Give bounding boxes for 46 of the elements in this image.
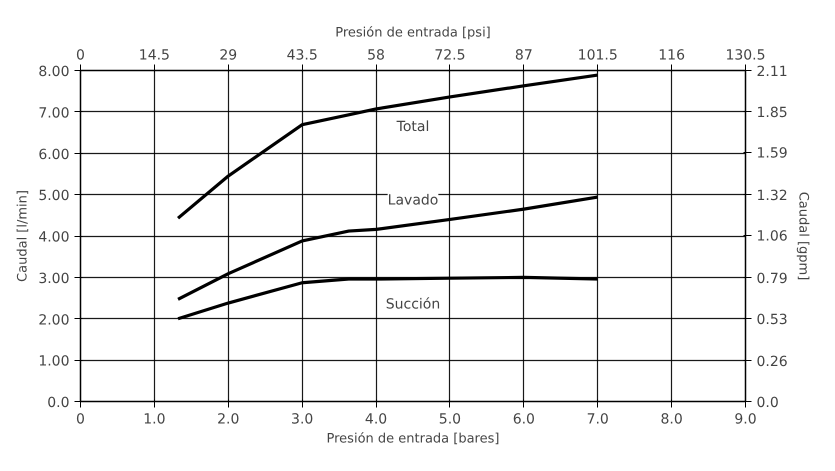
x2-tick-label: 87 <box>514 48 533 64</box>
x2-tick-label: 29 <box>219 48 238 64</box>
line-series <box>176 276 600 320</box>
y-tick-label: 5.00 <box>38 188 70 204</box>
y2-tick-label: 2.11 <box>756 64 788 80</box>
y2-tick-label: 0.79 <box>756 271 788 288</box>
y2-tick-label: 0.26 <box>756 354 788 370</box>
x2-tick-label: 0 <box>76 48 85 64</box>
x-axis-title: Presión de entrada [bares] <box>326 432 500 446</box>
series-label: Succión <box>386 296 440 313</box>
y-tick-label: 6.00 <box>38 146 70 163</box>
y-axis-title: Caudal [l/min] <box>15 190 30 282</box>
x2-tick-label: 58 <box>367 48 385 64</box>
x-tick-label: 4.0 <box>364 412 388 428</box>
y-tick-label: 4.00 <box>38 230 70 246</box>
y2-tick-label: 1.59 <box>756 146 788 162</box>
x-tick-label: 3.0 <box>291 412 314 428</box>
y2-tick-label: 1.06 <box>756 228 788 245</box>
x2-tick-label: 116 <box>658 48 686 64</box>
series-label: Total <box>396 118 430 135</box>
x-tick-label: 9.0 <box>734 412 757 428</box>
x-tick-label: 5.0 <box>438 412 462 428</box>
x2-tick-label: 43.5 <box>286 48 318 64</box>
x2-tick-label: 101.5 <box>578 48 618 64</box>
y2-tick-label: 0.0 <box>756 395 779 411</box>
x-tick-label: 0 <box>76 412 85 428</box>
y2-tick-label: 1.85 <box>756 104 788 121</box>
x-tick-label: 6.0 <box>512 412 535 428</box>
x2-tick-label: 72.5 <box>434 48 466 64</box>
y-tick-label: 2.00 <box>38 312 70 328</box>
x-tick-label: 1.0 <box>143 412 166 428</box>
y-tick-label: 1.00 <box>38 354 70 370</box>
y2-tick-label: 0.53 <box>756 312 788 328</box>
y-tick-label: 8.00 <box>38 64 70 80</box>
x-tick-label: 7.0 <box>586 412 609 428</box>
y2-tick-label: 1.32 <box>756 188 788 204</box>
y-tick-label: 7.00 <box>38 105 70 122</box>
y2-axis-title: Caudal [gpm] <box>796 192 811 280</box>
x2-axis-title: Presión de entrada [psi] <box>335 26 491 40</box>
x-tick-label: 8.0 <box>660 412 683 428</box>
y-tick-label: 0.0 <box>47 395 70 411</box>
x-tick-label: 2.0 <box>217 412 240 428</box>
x2-tick-label: 14.5 <box>138 48 170 64</box>
y-tick-label: 3.00 <box>38 270 70 287</box>
series-label: Lavado <box>388 192 438 208</box>
x2-tick-label: 130.5 <box>725 48 766 64</box>
